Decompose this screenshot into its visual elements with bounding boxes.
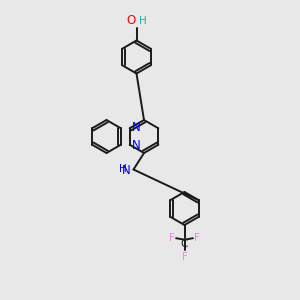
Text: C: C bbox=[181, 239, 188, 249]
Text: F: F bbox=[182, 252, 188, 262]
Text: F: F bbox=[194, 233, 200, 243]
Text: N: N bbox=[132, 139, 141, 152]
Text: F: F bbox=[169, 233, 175, 243]
Text: O: O bbox=[126, 14, 135, 27]
Text: N: N bbox=[132, 121, 141, 134]
Text: H: H bbox=[119, 164, 127, 175]
Text: N: N bbox=[122, 164, 131, 177]
Text: H: H bbox=[139, 16, 147, 26]
